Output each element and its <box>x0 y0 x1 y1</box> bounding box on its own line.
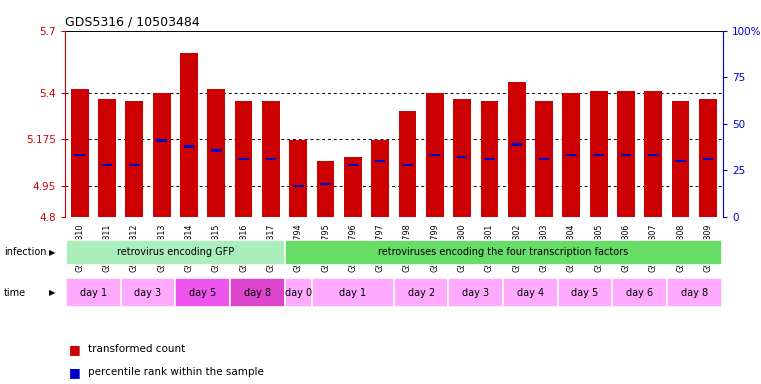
Text: day 4: day 4 <box>517 288 544 298</box>
Bar <box>66 278 121 308</box>
Bar <box>344 157 361 217</box>
Bar <box>348 164 358 167</box>
Bar <box>511 143 522 146</box>
Text: day 3: day 3 <box>462 288 489 298</box>
Text: day 1: day 1 <box>339 288 366 298</box>
Bar <box>429 154 440 156</box>
Bar <box>129 164 140 167</box>
Text: day 2: day 2 <box>407 288 435 298</box>
Bar <box>448 278 503 308</box>
Bar <box>702 158 713 160</box>
Bar <box>230 278 285 308</box>
Bar <box>539 158 549 160</box>
Bar <box>426 93 444 217</box>
Bar <box>121 278 175 308</box>
Bar <box>371 141 389 217</box>
Text: ▶: ▶ <box>49 288 56 297</box>
Bar <box>457 156 467 158</box>
Bar <box>675 160 686 162</box>
Bar <box>126 101 143 217</box>
Bar <box>503 278 558 308</box>
Text: day 6: day 6 <box>626 288 653 298</box>
Bar <box>98 99 116 217</box>
Text: day 3: day 3 <box>135 288 161 298</box>
Text: infection: infection <box>4 247 46 258</box>
Bar <box>566 154 577 156</box>
Bar <box>156 139 167 142</box>
Bar <box>699 99 717 217</box>
Bar <box>238 158 249 160</box>
Bar <box>317 161 334 217</box>
Bar <box>208 89 225 217</box>
Text: time: time <box>4 288 26 298</box>
Text: day 5: day 5 <box>572 288 599 298</box>
Bar <box>289 141 307 217</box>
Bar <box>211 149 221 152</box>
Bar <box>71 89 88 217</box>
Bar <box>285 240 721 265</box>
Text: ■: ■ <box>68 343 80 356</box>
Text: day 0: day 0 <box>285 288 312 298</box>
Bar <box>399 111 416 217</box>
Bar <box>175 278 230 308</box>
Bar <box>535 101 553 217</box>
Bar <box>66 240 285 265</box>
Text: transformed count: transformed count <box>88 344 185 354</box>
Text: day 8: day 8 <box>244 288 271 298</box>
Text: GDS5316 / 10503484: GDS5316 / 10503484 <box>65 15 199 28</box>
Bar <box>375 160 386 162</box>
Text: day 5: day 5 <box>189 288 216 298</box>
Text: day 1: day 1 <box>80 288 107 298</box>
Bar <box>266 158 276 160</box>
Bar <box>648 154 658 156</box>
Bar <box>672 101 689 217</box>
Bar <box>234 101 253 217</box>
Bar <box>667 278 721 308</box>
Bar <box>285 278 312 308</box>
Bar <box>621 154 632 156</box>
Bar <box>312 278 394 308</box>
Bar <box>153 93 170 217</box>
Text: percentile rank within the sample: percentile rank within the sample <box>88 367 263 377</box>
Bar <box>508 83 526 217</box>
Bar <box>102 164 113 167</box>
Bar <box>617 91 635 217</box>
Bar <box>480 101 498 217</box>
Bar <box>562 93 580 217</box>
Bar <box>590 91 607 217</box>
Bar <box>183 146 194 148</box>
Bar <box>558 278 613 308</box>
Text: ■: ■ <box>68 366 80 379</box>
Bar <box>394 278 448 308</box>
Text: ▶: ▶ <box>49 248 56 257</box>
Bar <box>320 183 331 185</box>
Bar <box>645 91 662 217</box>
Bar <box>454 99 471 217</box>
Bar <box>613 278 667 308</box>
Bar <box>180 53 198 217</box>
Bar <box>293 185 304 187</box>
Text: day 8: day 8 <box>680 288 708 298</box>
Text: retrovirus encoding GFP: retrovirus encoding GFP <box>116 247 234 258</box>
Text: retroviruses encoding the four transcription factors: retroviruses encoding the four transcrip… <box>378 247 628 258</box>
Bar <box>594 154 604 156</box>
Bar <box>262 101 280 217</box>
Bar <box>75 154 85 156</box>
Bar <box>402 164 412 167</box>
Bar <box>484 158 495 160</box>
